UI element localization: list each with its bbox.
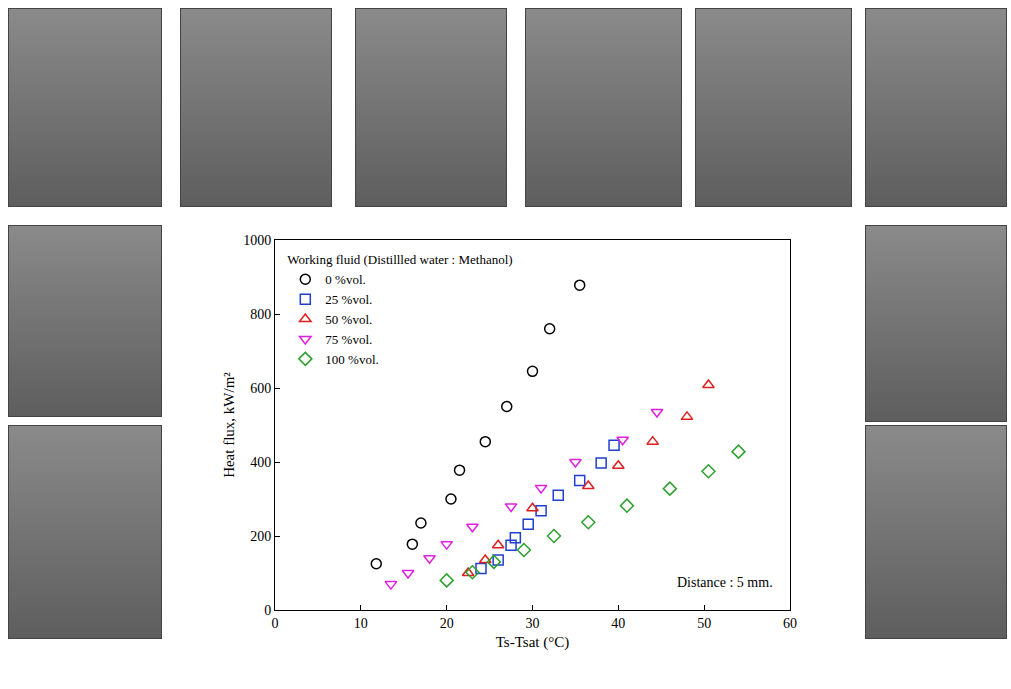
svg-text:30: 30 bbox=[526, 616, 540, 631]
svg-text:75 %vol.: 75 %vol. bbox=[325, 332, 372, 347]
svg-text:40: 40 bbox=[611, 616, 625, 631]
svg-text:200: 200 bbox=[250, 529, 271, 544]
svg-text:1000: 1000 bbox=[243, 233, 271, 248]
svg-text:800: 800 bbox=[250, 307, 271, 322]
svg-text:0 %vol.: 0 %vol. bbox=[325, 272, 365, 287]
svg-text:Distance : 5 mm.: Distance : 5 mm. bbox=[677, 575, 773, 590]
svg-text:50 %vol.: 50 %vol. bbox=[325, 312, 372, 327]
svg-text:25 %vol.: 25 %vol. bbox=[325, 292, 372, 307]
svg-text:0: 0 bbox=[272, 616, 279, 631]
svg-text:20: 20 bbox=[440, 616, 454, 631]
svg-text:Working fluid (Distillled wate: Working fluid (Distillled water : Methan… bbox=[287, 252, 512, 267]
svg-text:0: 0 bbox=[264, 603, 271, 618]
svg-text:400: 400 bbox=[250, 455, 271, 470]
svg-text:Heat flux, kW/m²: Heat flux, kW/m² bbox=[221, 372, 237, 478]
svg-text:Ts-Tsat (°C): Ts-Tsat (°C) bbox=[496, 634, 569, 651]
svg-text:100 %vol.: 100 %vol. bbox=[325, 352, 378, 367]
svg-text:60: 60 bbox=[783, 616, 797, 631]
svg-text:50: 50 bbox=[697, 616, 711, 631]
svg-text:600: 600 bbox=[250, 381, 271, 396]
svg-text:10: 10 bbox=[354, 616, 368, 631]
